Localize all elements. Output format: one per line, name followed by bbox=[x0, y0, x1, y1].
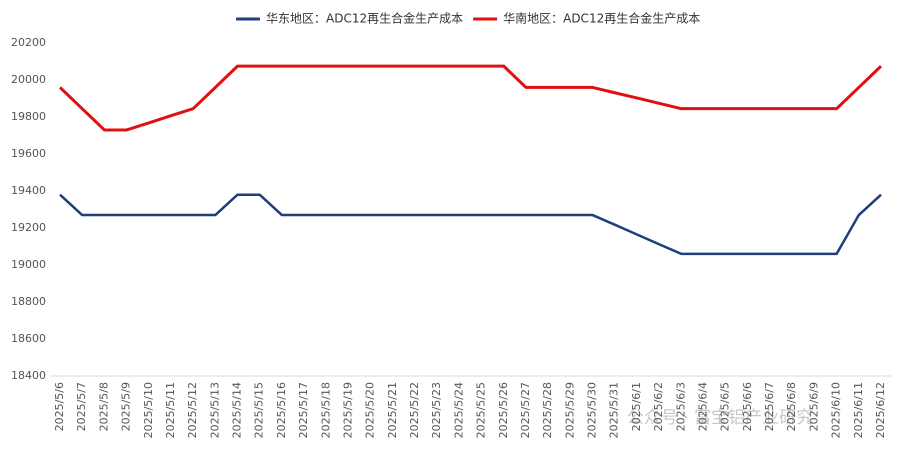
y-tick-label: 18800 bbox=[11, 295, 46, 308]
y-tick-label: 18600 bbox=[11, 332, 46, 345]
y-tick-label: 19000 bbox=[11, 258, 46, 271]
x-tick-label: 2025/5/13 bbox=[208, 382, 221, 438]
x-tick-label: 2025/5/29 bbox=[563, 382, 576, 438]
x-tick-label: 2025/5/21 bbox=[386, 382, 399, 438]
y-tick-label: 20000 bbox=[11, 73, 46, 86]
legend-label: 华东地区：ADC12再生合金生产成本 bbox=[266, 11, 463, 26]
y-tick-label: 20200 bbox=[11, 36, 46, 49]
x-tick-label: 2025/6/3 bbox=[674, 382, 687, 431]
x-tick-label: 2025/6/11 bbox=[852, 382, 865, 438]
x-tick-label: 2025/6/2 bbox=[652, 382, 665, 431]
line-series bbox=[59, 193, 882, 256]
x-tick-label: 2025/6/9 bbox=[807, 382, 820, 431]
x-tick-label: 2025/5/22 bbox=[408, 382, 421, 438]
y-tick-label: 19400 bbox=[11, 184, 46, 197]
x-tick-label: 2025/5/11 bbox=[164, 382, 177, 438]
x-tick-label: 2025/5/6 bbox=[53, 382, 66, 431]
x-tick-label: 2025/5/31 bbox=[608, 382, 621, 438]
x-tick-label: 2025/5/12 bbox=[186, 382, 199, 438]
x-tick-label: 2025/6/12 bbox=[874, 382, 887, 438]
y-tick-label: 19800 bbox=[11, 110, 46, 123]
x-tick-label: 2025/5/24 bbox=[452, 382, 465, 438]
x-tick-label: 2025/5/17 bbox=[297, 382, 310, 438]
x-tick-label: 2025/5/19 bbox=[341, 382, 354, 438]
x-tick-label: 2025/5/10 bbox=[142, 382, 155, 438]
x-tick-label: 2025/5/27 bbox=[519, 382, 532, 438]
x-tick-label: 2025/5/20 bbox=[364, 382, 377, 438]
x-tick-label: 2025/6/10 bbox=[830, 382, 843, 438]
x-tick-label: 2025/5/26 bbox=[497, 382, 510, 438]
x-tick-label: 2025/5/18 bbox=[319, 382, 332, 438]
x-tick-label: 2025/6/8 bbox=[785, 382, 798, 431]
x-tick-label: 2025/5/23 bbox=[430, 382, 443, 438]
x-tick-label: 2025/6/6 bbox=[741, 382, 754, 431]
x-tick-label: 2025/5/30 bbox=[586, 382, 599, 438]
x-tick-label: 2025/5/28 bbox=[541, 382, 554, 438]
x-tick-label: 2025/5/25 bbox=[475, 382, 488, 438]
x-tick-label: 2025/6/1 bbox=[630, 382, 643, 431]
x-tick-label: 2025/6/7 bbox=[763, 382, 776, 431]
y-tick-label: 19600 bbox=[11, 147, 46, 160]
x-tick-label: 2025/5/14 bbox=[231, 382, 244, 438]
x-tick-label: 2025/5/16 bbox=[275, 382, 288, 438]
y-tick-label: 18400 bbox=[11, 369, 46, 382]
x-tick-label: 2025/6/5 bbox=[719, 382, 732, 431]
x-tick-label: 2025/6/4 bbox=[696, 382, 709, 431]
x-tick-label: 2025/5/15 bbox=[253, 382, 266, 438]
y-tick-label: 19200 bbox=[11, 221, 46, 234]
line-series bbox=[58, 64, 883, 132]
legend-label: 华南地区：ADC12再生合金生产成本 bbox=[503, 11, 700, 26]
x-tick-label: 2025/5/7 bbox=[75, 382, 88, 431]
x-tick-label: 2025/5/9 bbox=[120, 382, 133, 431]
watermark: 公众号 · 富宝铝产业研究 bbox=[627, 408, 813, 428]
x-tick-label: 2025/5/8 bbox=[97, 382, 110, 431]
